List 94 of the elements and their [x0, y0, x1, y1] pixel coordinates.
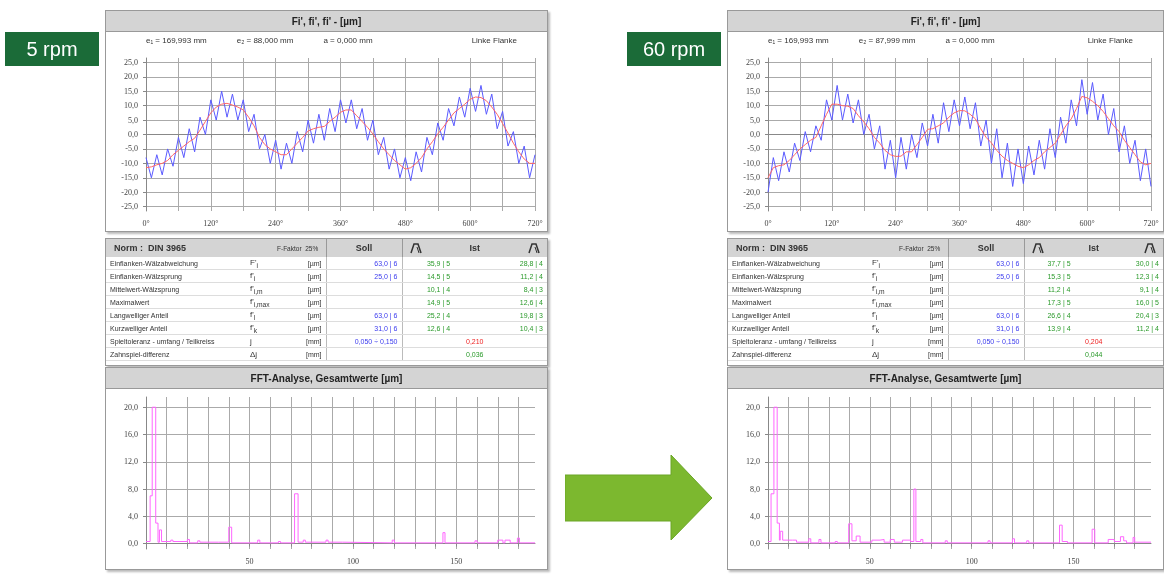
- text: Norm : DIN 3965: [113, 242, 188, 255]
- y-tick-label: 12,0: [124, 457, 138, 467]
- y-tick-label: 15,0: [746, 86, 760, 96]
- y-tick-label: 25,0: [746, 57, 760, 67]
- y-tick-label: 20,0: [746, 402, 760, 412]
- text: f'$_{i,max}$: [246, 295, 276, 309]
- y-tick-label: -15,0: [743, 173, 760, 183]
- text: f'$_{i}$: [868, 269, 898, 283]
- text: F'$_{i}$: [246, 257, 276, 270]
- x-tick-label: 480°: [397, 218, 413, 228]
- y-tick-label: -10,0: [121, 158, 138, 168]
- y-tick-label: -15,0: [121, 173, 138, 183]
- text: Ist: [469, 243, 480, 253]
- x-tick-label: 360°: [951, 218, 968, 228]
- text: Ist: [1088, 243, 1099, 253]
- y-tick-label: -10,0: [743, 158, 760, 168]
- x-tick-label: 720°: [1143, 218, 1159, 228]
- text: f'$_{i,m}$: [868, 282, 898, 296]
- x-tick-label: 240°: [268, 218, 284, 228]
- y-tick-label: 0,0: [128, 130, 138, 139]
- text: Soll: [948, 239, 1024, 257]
- text: Norm : DIN 3965: [735, 242, 810, 255]
- text: a = 0,000 mm: [945, 36, 995, 47]
- line-series: [767, 95, 1152, 179]
- text: f'$_{k}$: [246, 321, 276, 335]
- y-tick-label: -25,0: [743, 202, 760, 212]
- text: e₁ = 169,993 mm: [146, 36, 207, 47]
- text: Linke Flanke: [1087, 36, 1133, 47]
- x-tick-label: 0°: [142, 218, 150, 228]
- y-tick-label: 8,0: [750, 484, 760, 494]
- x-tick-label: 50: [865, 556, 874, 566]
- text: f'$_{l}$: [868, 308, 898, 322]
- text: e₂ = 88,000 mm: [236, 36, 294, 47]
- text: f'$_{i,m}$: [246, 282, 276, 296]
- y-tick-label: -20,0: [121, 187, 138, 197]
- y-tick-label: 0,0: [750, 539, 760, 549]
- y-tick-label: 4,0: [128, 511, 138, 521]
- text: j: [868, 334, 898, 348]
- text: F'$_{i}$: [868, 257, 898, 270]
- chart-subtitle: 5 rpm: [5, 32, 99, 66]
- y-tick-label: 5,0: [128, 115, 138, 125]
- x-tick-label: 120°: [203, 218, 219, 228]
- x-tick-label: 100: [346, 556, 359, 566]
- y-tick-label: 8,0: [128, 484, 138, 494]
- y-tick-label: 10,0: [124, 101, 138, 111]
- line-series: [145, 96, 536, 170]
- y-tick-label: 15,0: [124, 86, 138, 96]
- y-tick-label: 12,0: [746, 457, 760, 467]
- y-tick-label: 20,0: [124, 402, 138, 412]
- x-tick-label: 50: [245, 556, 254, 566]
- y-tick-label: -20,0: [743, 187, 760, 197]
- chart-title: FFT-Analyse, Gesamtwerte [µm]: [106, 368, 547, 389]
- text: a = 0,000 mm: [323, 36, 373, 47]
- x-tick-label: 480°: [1015, 218, 1031, 228]
- text: Δj: [246, 347, 276, 361]
- y-tick-label: 0,0: [750, 130, 760, 139]
- y-tick-label: -5,0: [125, 144, 138, 154]
- y-tick-label: 5,0: [750, 115, 760, 125]
- x-tick-label: 150: [450, 556, 463, 566]
- y-tick-label: 0,0: [128, 539, 138, 549]
- text: Soll: [326, 239, 402, 257]
- text: j: [246, 334, 276, 348]
- x-tick-label: 120°: [824, 218, 840, 228]
- text: f'$_{i,max}$: [868, 295, 898, 309]
- y-tick-label: 20,0: [124, 72, 138, 82]
- text: e₂ = 87,999 mm: [858, 36, 916, 47]
- y-tick-label: 16,0: [746, 429, 760, 439]
- text: f'$_{i}$: [246, 269, 276, 283]
- line-series: [145, 84, 536, 182]
- y-tick-label: 10,0: [746, 101, 760, 111]
- x-tick-label: 0°: [764, 218, 772, 228]
- text: f'$_{l}$: [246, 308, 276, 322]
- x-tick-label: 600°: [1079, 218, 1095, 228]
- text: e₁ = 169,993 mm: [768, 36, 829, 47]
- y-tick-label: 20,0: [746, 72, 760, 82]
- text: Δj: [868, 347, 898, 361]
- line-series: [767, 79, 1152, 193]
- chart-subtitle: 60 rpm: [627, 32, 721, 66]
- chart-title: Fi', fi', fi' - [µm]: [106, 11, 547, 32]
- x-tick-label: 100: [965, 556, 978, 566]
- y-tick-label: 4,0: [750, 511, 760, 521]
- x-tick-label: 240°: [888, 218, 904, 228]
- y-tick-label: -5,0: [747, 144, 760, 154]
- y-tick-label: -25,0: [121, 202, 138, 212]
- text: Linke Flanke: [471, 36, 517, 47]
- x-tick-label: 360°: [332, 218, 349, 228]
- x-tick-label: 150: [1067, 556, 1080, 566]
- chart-title: Fi', fi', fi' - [µm]: [728, 11, 1163, 32]
- text: f'$_{k}$: [868, 321, 898, 335]
- y-tick-label: 16,0: [124, 429, 138, 439]
- x-tick-label: 600°: [462, 218, 478, 228]
- x-tick-label: 720°: [527, 218, 543, 228]
- chart-title: FFT-Analyse, Gesamtwerte [µm]: [728, 368, 1163, 389]
- y-tick-label: 25,0: [124, 57, 138, 67]
